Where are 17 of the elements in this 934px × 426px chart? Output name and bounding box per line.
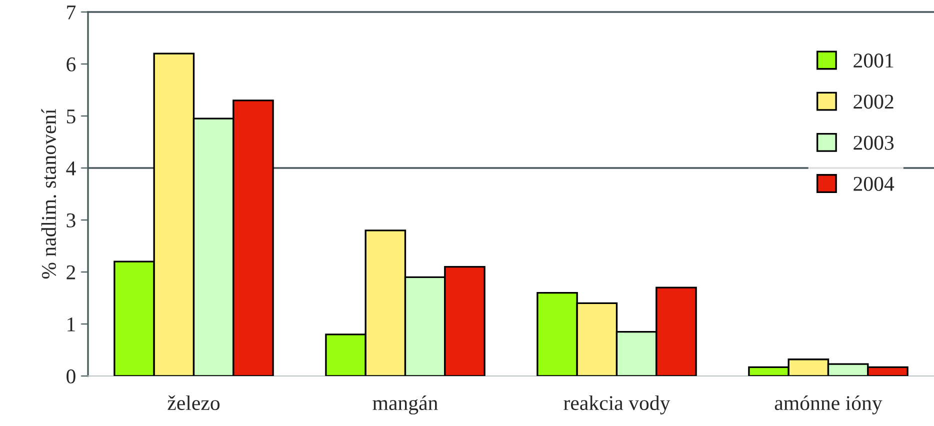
y-tick-label: 0 [66,369,76,384]
x-tick-label: železo [168,395,220,410]
y-tick-label: 1 [68,317,75,332]
y-axis-title: % nadlim. stanovení [41,108,56,279]
x-tick-label: reakcia vody [564,395,670,414]
y-tick-label: 4 [66,162,76,176]
legend-label: 2003 [854,136,894,150]
y-tick-label: 6 [66,57,76,72]
y-tick-label: 2 [66,265,76,280]
y-tick-label: 7 [67,6,76,20]
y-tick-label: 3 [66,213,76,228]
legend-label: 2001 [854,54,894,68]
legend-label: 2002 [854,94,894,109]
legend-label: 2004 [854,176,894,191]
x-tick-label: amónne ióny [774,395,882,414]
x-tick-label: mangán [372,395,438,414]
y-tick-label: 5 [66,110,76,124]
